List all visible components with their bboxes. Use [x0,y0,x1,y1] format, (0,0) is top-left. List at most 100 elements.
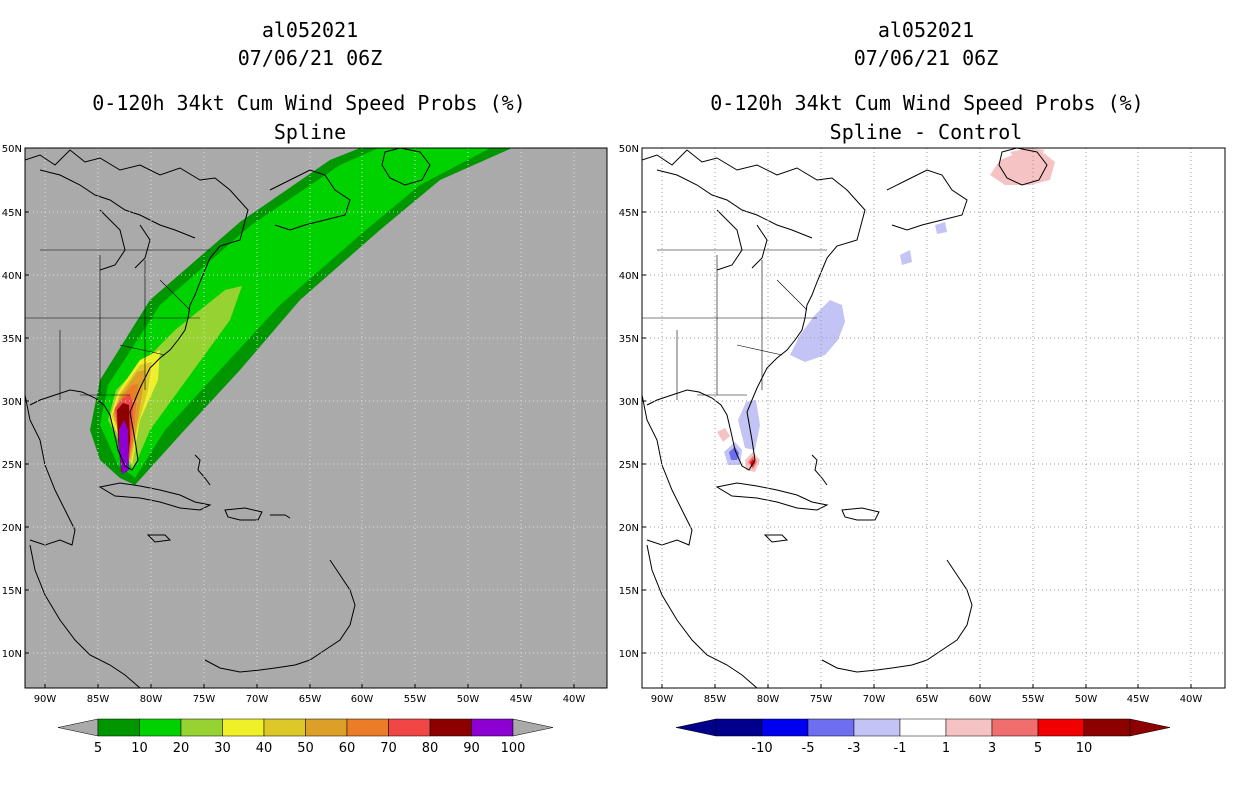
left-lon-label: 90W [34,694,57,705]
left-colorbar-label: 90 [463,741,480,756]
right-colorbar-segment [945,718,993,737]
left-colorbar-label: 20 [173,741,190,756]
left-lat-label: 20N [2,523,22,534]
right-colorbar-label: -1 [894,741,907,756]
right-lat-label: 30N [619,397,639,408]
left-lat-label: 35N [2,334,22,345]
right-lat-label: 40N [619,271,639,282]
right-lat-label: 45N [619,208,639,219]
right-lon-label: 65W [916,694,939,705]
right-colorbar-label: 1 [942,741,950,756]
left-colorbar-segment [388,718,431,737]
left-lon-label: 50W [457,694,480,705]
right-colorbar-label: 5 [1034,741,1042,756]
left-probability-swath [90,148,512,485]
right-storm-id: al052021 [877,18,975,42]
left-colorbar-segment [97,718,140,737]
right-difference-shading [717,148,1055,472]
right-colorbar-segment [991,718,1039,737]
diff-neg-3-gulf [729,447,739,460]
left-colorbar-low-arrow [57,718,99,737]
left-lat-label: 50N [2,144,22,155]
left-colorbar-segment [346,718,389,737]
left-lat-label: 10N [2,649,22,660]
swath-5 [90,148,512,485]
left-map-frame [24,147,608,689]
right-lon-label: 90W [651,694,674,705]
right-lat-label: 15N [619,586,639,597]
right-lon-label: 45W [1127,694,1150,705]
left-lon-label: 70W [246,694,269,705]
right-colorbar-segment [807,718,855,737]
left-map-panel: 50N 45N 40N 35N 30N 25N 20N 15N 10N 90W 85W 80W 75W… [2,144,608,705]
left-colorbar-label: 5 [94,741,102,756]
right-lat-label: 50N [619,144,639,155]
right-lat-label: 10N [619,649,639,660]
diff-pos-5-keys [750,459,755,467]
left-lon-label: 40W [563,694,586,705]
left-lon-label: 85W [87,694,110,705]
left-lat-label: 40N [2,271,22,282]
left-lon-label: 75W [193,694,216,705]
right-map-panel: 50N 45N 40N 35N 30N 25N 20N 15N 10N 90W 85W 80W 75W… [619,144,1226,705]
right-colorbar-segment [1037,718,1085,737]
right-coastlines [642,148,1048,688]
left-colorbar-segment [222,718,265,737]
right-colorbar-high-arrow [1129,718,1171,737]
right-colorbar-segment [1083,718,1131,737]
right-lat-label: 25N [619,460,639,471]
left-colorbar-label: 30 [214,741,231,756]
left-lat-label: 30N [2,397,22,408]
right-datetime: 07/06/21 06Z [853,46,999,70]
left-product-title: 0-120h 34kt Cum Wind Speed Probs (%) [92,91,526,115]
right-colorbar-label: 3 [988,741,996,756]
right-subtitle: Spline - Control [829,120,1023,144]
left-colorbar-segment [139,718,182,737]
left-colorbar-label: 10 [131,741,148,756]
diff-neg-1-ne [900,250,912,265]
right-lon-label: 55W [1022,694,1045,705]
left-subtitle: Spline [273,120,347,144]
right-map-frame [641,147,1226,689]
left-lat-label: 25N [2,460,22,471]
right-colorbar-label: -10 [751,741,772,756]
left-colorbar-segment [263,718,306,737]
left-colorbar-segment [471,718,514,737]
right-colorbar: -10 -5 -3 -1 1 3 5 10 [675,718,1171,756]
left-colorbar-label: 50 [297,741,314,756]
diff-neg-1-ne2 [935,222,947,234]
right-lon-label: 70W [863,694,886,705]
left-colorbar-high-arrow [512,718,554,737]
right-product-title: 0-120h 34kt Cum Wind Speed Probs (%) [710,91,1144,115]
swath-90 [119,420,129,474]
left-colorbar-segment [429,718,472,737]
right-colorbar-segment [853,718,901,737]
right-colorbar-low-arrow [675,718,717,737]
left-colorbar-label: 70 [380,741,397,756]
diff-neg-1-carolina [790,300,845,362]
left-colorbar-label: 40 [256,741,273,756]
right-lon-label: 85W [704,694,727,705]
right-lat-label: 35N [619,334,639,345]
right-lon-label: 60W [969,694,992,705]
left-lon-label: 60W [351,694,374,705]
left-colorbar: 5 10 20 30 40 50 60 70 80 90 100 [57,718,554,756]
left-lon-label: 45W [510,694,533,705]
right-lat-label: 20N [619,523,639,534]
left-lon-label: 55W [404,694,427,705]
left-colorbar-label: 100 [501,741,526,756]
left-lon-label: 65W [299,694,322,705]
right-colorbar-segment [899,718,947,737]
right-colorbar-label: -5 [802,741,815,756]
left-datetime: 07/06/21 06Z [237,46,383,70]
left-lat-label: 45N [2,208,22,219]
right-colorbar-segment [761,718,809,737]
left-colorbar-label: 60 [339,741,356,756]
right-borders [642,249,827,400]
diff-pos-1-nf2 [1010,148,1045,158]
right-colorbar-segment [715,718,763,737]
diff-pos-1-gulf [717,428,730,442]
left-lon-label: 80W [140,694,163,705]
left-colorbar-segment [180,718,223,737]
